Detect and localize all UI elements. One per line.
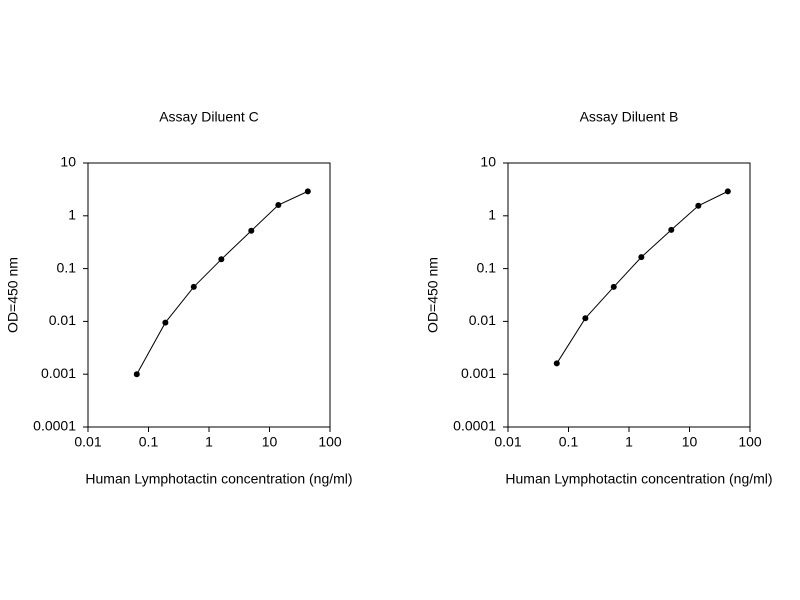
data-point [610,283,617,290]
data-point [638,254,645,261]
data-line [136,190,309,375]
y-tick-label: 0.001 [41,365,76,381]
y-tick-label: 10 [60,154,76,170]
data-line [556,190,729,364]
data-point [668,226,675,233]
plot-frame [507,162,751,428]
y-tick-label: 0.01 [469,312,496,328]
data-point [218,256,225,263]
x-tick-label: 0.01 [494,434,521,450]
data-point [190,283,197,290]
y-tick-label: 0.0001 [453,418,496,434]
x-tick-label: 10 [682,434,698,450]
chart-title: Assay Diluent B [580,109,679,125]
data-point [162,319,169,326]
data-point [304,188,311,195]
x-tick-label: 0.01 [74,434,101,450]
x-axis-label: Human Lymphotactin concentration (ng/ml) [505,471,772,487]
x-tick-label: 100 [318,434,342,450]
data-point [553,360,560,367]
x-axis-label: Human Lymphotactin concentration (ng/ml) [85,471,352,487]
y-tick-label: 0.01 [49,312,76,328]
data-point [582,315,589,322]
y-tick-label: 1 [488,207,496,223]
y-tick-label: 1 [68,207,76,223]
y-tick-label: 0.001 [461,365,496,381]
y-axis-label: OD=450 nm [425,257,441,333]
y-tick-label: 0.1 [57,259,77,275]
x-tick-label: 100 [738,434,762,450]
data-point [724,188,731,195]
plot-frame [87,162,331,428]
x-tick-label: 1 [625,434,633,450]
chart-title: Assay Diluent C [159,109,259,125]
data-point [133,371,140,378]
y-tick-label: 10 [480,154,496,170]
data-point [695,202,702,209]
y-tick-label: 0.0001 [33,418,76,434]
data-point [275,202,282,209]
x-tick-label: 10 [262,434,278,450]
x-tick-label: 1 [205,434,213,450]
y-axis-label: OD=450 nm [5,257,21,333]
data-point [248,227,255,234]
y-tick-label: 0.1 [477,259,497,275]
x-tick-label: 0.1 [559,434,579,450]
x-tick-label: 0.1 [139,434,159,450]
